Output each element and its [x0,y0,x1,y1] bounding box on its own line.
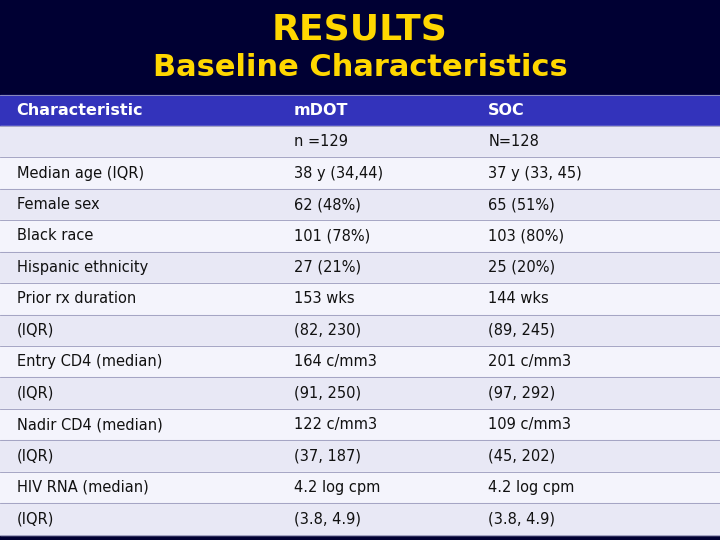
Text: Baseline Characteristics: Baseline Characteristics [153,53,567,82]
Text: Characteristic: Characteristic [17,103,143,118]
Bar [0,157,720,189]
Bar [0,472,720,503]
Text: (3.8, 4.9): (3.8, 4.9) [488,511,555,526]
Text: SOC: SOC [488,103,525,118]
Text: 122 c/mm3: 122 c/mm3 [294,417,377,432]
Text: RESULTS: RESULTS [272,13,448,46]
Text: 109 c/mm3: 109 c/mm3 [488,417,571,432]
Bar [0,126,720,157]
Text: Black race: Black race [17,228,93,244]
Text: (IQR): (IQR) [17,511,54,526]
Text: N=128: N=128 [488,134,539,149]
Text: 144 wks: 144 wks [488,292,549,306]
Text: 101 (78%): 101 (78%) [294,228,370,244]
Text: HIV RNA (median): HIV RNA (median) [17,480,148,495]
Bar [0,94,720,126]
Text: 25 (20%): 25 (20%) [488,260,555,275]
Text: 38 y (34,44): 38 y (34,44) [294,166,383,180]
Text: 103 (80%): 103 (80%) [488,228,564,244]
Text: (IQR): (IQR) [17,449,54,463]
Text: Prior rx duration: Prior rx duration [17,292,136,306]
Text: 164 c/mm3: 164 c/mm3 [294,354,377,369]
Bar [0,503,720,535]
Bar [0,314,720,346]
Text: 153 wks: 153 wks [294,292,354,306]
Text: Median age (IQR): Median age (IQR) [17,166,144,180]
Bar [0,220,720,252]
Bar [0,283,720,314]
Text: Female sex: Female sex [17,197,99,212]
Text: (37, 187): (37, 187) [294,449,361,463]
Text: n =129: n =129 [294,134,348,149]
Bar [0,377,720,409]
Text: (82, 230): (82, 230) [294,323,361,338]
Text: Nadir CD4 (median): Nadir CD4 (median) [17,417,162,432]
Text: (89, 245): (89, 245) [488,323,555,338]
Text: mDOT: mDOT [294,103,348,118]
Text: 27 (21%): 27 (21%) [294,260,361,275]
Bar [0,440,720,472]
Text: 4.2 log cpm: 4.2 log cpm [488,480,575,495]
Text: Hispanic ethnicity: Hispanic ethnicity [17,260,148,275]
Text: (3.8, 4.9): (3.8, 4.9) [294,511,361,526]
Bar [0,346,720,377]
Text: 65 (51%): 65 (51%) [488,197,555,212]
Bar [0,252,720,283]
Text: 4.2 log cpm: 4.2 log cpm [294,480,380,495]
Text: (45, 202): (45, 202) [488,449,555,463]
Text: (IQR): (IQR) [17,386,54,401]
Text: 37 y (33, 45): 37 y (33, 45) [488,166,582,180]
Text: (91, 250): (91, 250) [294,386,361,401]
Text: (97, 292): (97, 292) [488,386,555,401]
Bar [0,409,720,440]
Text: (IQR): (IQR) [17,323,54,338]
Bar [0,189,720,220]
Text: 201 c/mm3: 201 c/mm3 [488,354,571,369]
Text: Entry CD4 (median): Entry CD4 (median) [17,354,162,369]
Text: 62 (48%): 62 (48%) [294,197,361,212]
